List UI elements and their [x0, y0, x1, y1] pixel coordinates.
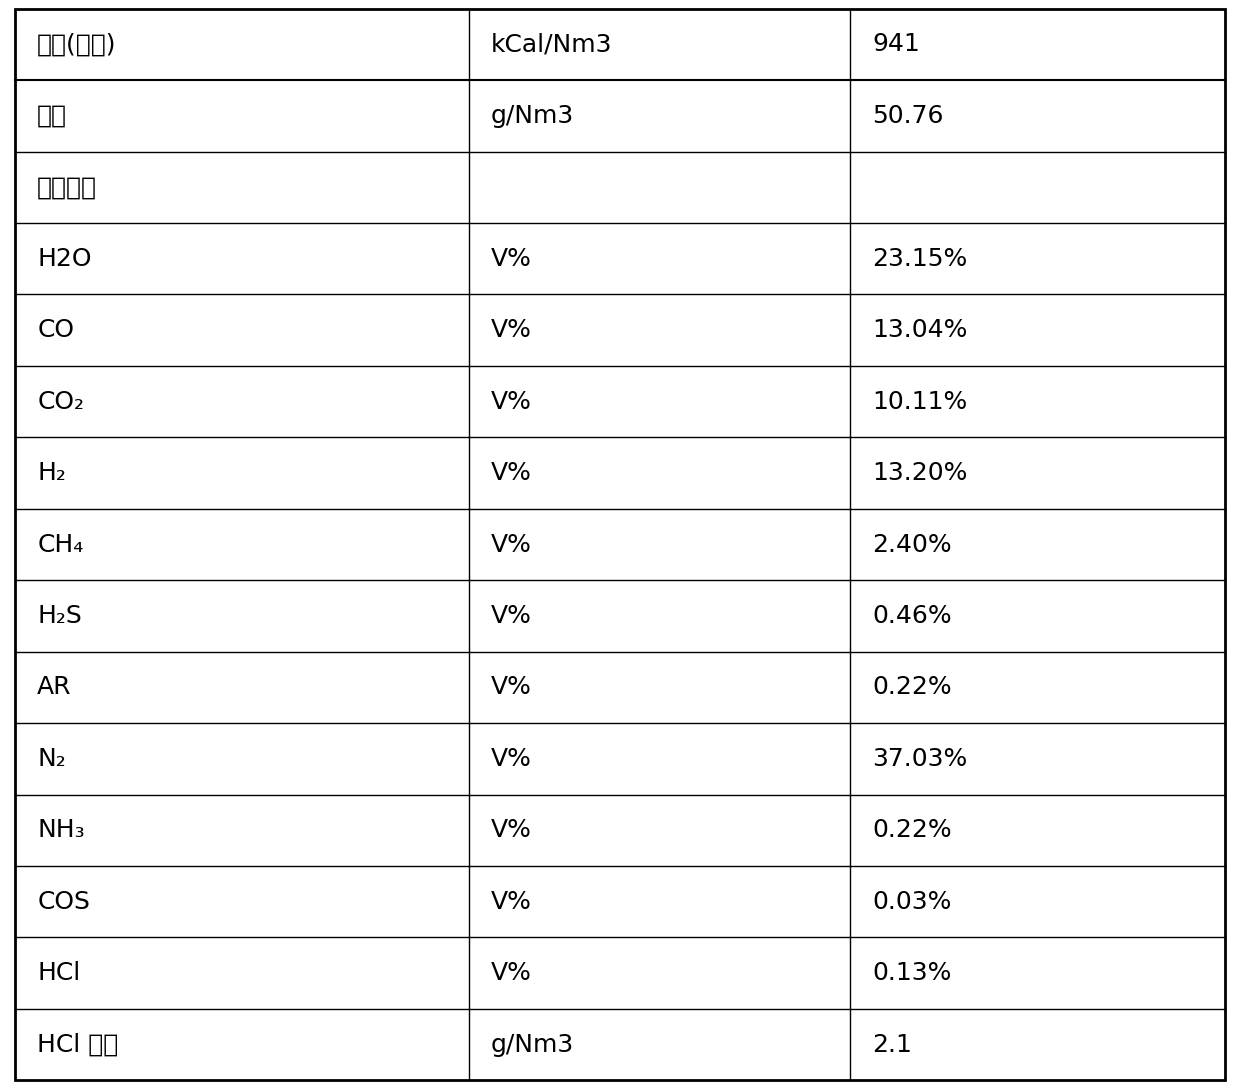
Text: V%: V% — [491, 461, 532, 485]
Text: 含尘: 含尘 — [37, 103, 67, 127]
Text: kCal/Nm3: kCal/Nm3 — [491, 33, 613, 57]
Text: V%: V% — [491, 818, 532, 842]
Text: HCl 含量: HCl 含量 — [37, 1032, 119, 1056]
Text: V%: V% — [491, 390, 532, 414]
Text: 0.22%: 0.22% — [872, 818, 952, 842]
Text: g/Nm3: g/Nm3 — [491, 1032, 574, 1056]
Text: 热値(湿基): 热値(湿基) — [37, 33, 117, 57]
Text: 0.46%: 0.46% — [872, 604, 952, 628]
Text: V%: V% — [491, 533, 532, 556]
Text: 2.40%: 2.40% — [872, 533, 952, 556]
Text: 941: 941 — [872, 33, 920, 57]
Text: V%: V% — [491, 318, 532, 342]
Text: COS: COS — [37, 890, 91, 914]
Text: NH₃: NH₃ — [37, 818, 84, 842]
Text: 13.04%: 13.04% — [872, 318, 967, 342]
Text: 50.76: 50.76 — [872, 103, 944, 127]
Text: 0.22%: 0.22% — [872, 675, 952, 699]
Text: V%: V% — [491, 890, 532, 914]
Text: 37.03%: 37.03% — [872, 747, 967, 771]
Text: CO: CO — [37, 318, 74, 342]
Text: CO₂: CO₂ — [37, 390, 84, 414]
Text: CH₄: CH₄ — [37, 533, 83, 556]
Text: V%: V% — [491, 962, 532, 986]
Text: V%: V% — [491, 675, 532, 699]
Text: AR: AR — [37, 675, 72, 699]
Text: 13.20%: 13.20% — [872, 461, 967, 485]
Text: H2O: H2O — [37, 247, 92, 271]
Text: 气体组成: 气体组成 — [37, 175, 97, 199]
Text: H₂S: H₂S — [37, 604, 82, 628]
Text: N₂: N₂ — [37, 747, 66, 771]
Text: V%: V% — [491, 604, 532, 628]
Text: V%: V% — [491, 247, 532, 271]
Text: 0.13%: 0.13% — [872, 962, 951, 986]
Text: g/Nm3: g/Nm3 — [491, 103, 574, 127]
Text: HCl: HCl — [37, 962, 81, 986]
Text: H₂: H₂ — [37, 461, 66, 485]
Text: V%: V% — [491, 747, 532, 771]
Text: 0.03%: 0.03% — [872, 890, 951, 914]
Text: 10.11%: 10.11% — [872, 390, 967, 414]
Text: 2.1: 2.1 — [872, 1032, 913, 1056]
Text: 23.15%: 23.15% — [872, 247, 967, 271]
